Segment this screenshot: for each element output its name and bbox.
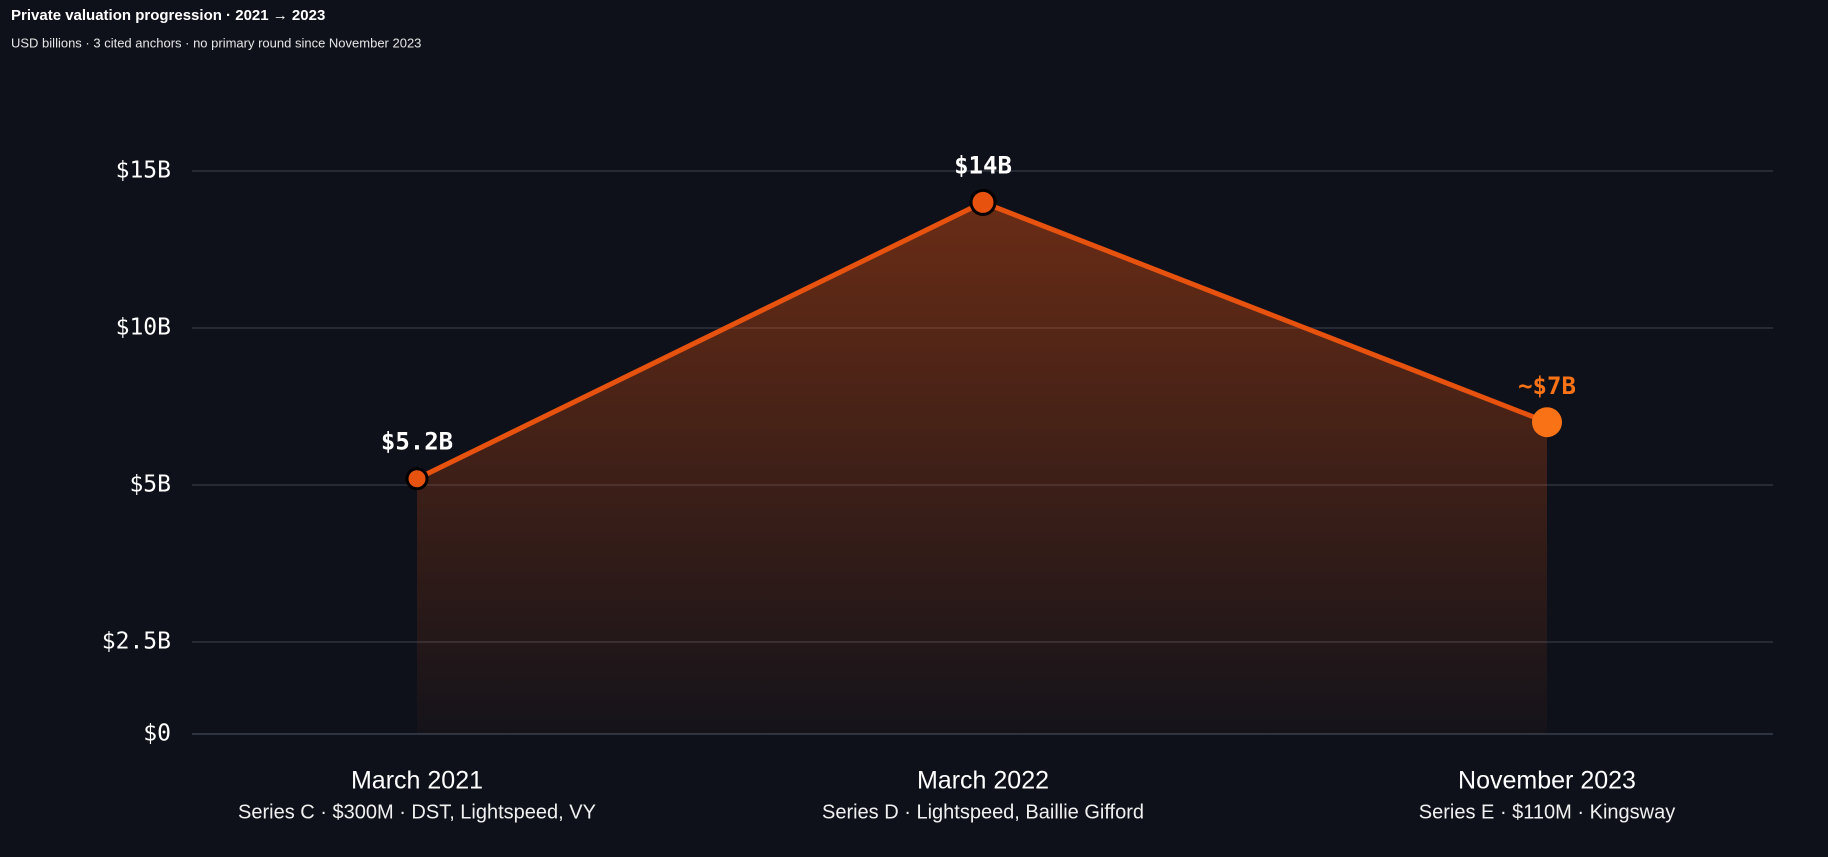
value-label: $5.2B [381, 428, 453, 456]
y-tick-label: $5B [129, 472, 171, 498]
x-tick-label: November 2023 [1458, 767, 1636, 795]
chart-subtitle: USD billions · 3 cited anchors · no prim… [11, 35, 421, 50]
x-tick-label: March 2022 [917, 767, 1049, 795]
area [417, 202, 1547, 734]
data-point [1532, 407, 1562, 438]
chart-title: Private valuation progression · 2021 → 2… [11, 7, 325, 24]
y-tick-label: $2.5B [102, 629, 171, 655]
value-label: ~$7B [1518, 372, 1576, 400]
y-tick-label: $0 [143, 721, 171, 747]
data-point [405, 467, 429, 491]
category-note: Series D · Lightspeed, Baillie Gifford [822, 801, 1144, 823]
data-point [969, 188, 997, 216]
category-note: Series E · $110M · Kingsway [1419, 801, 1675, 823]
y-tick-label: $10B [116, 315, 171, 341]
value-label: $14B [954, 151, 1012, 179]
category-note: Series C · $300M · DST, Lightspeed, VY [238, 801, 596, 823]
x-tick-label: March 2021 [351, 767, 483, 795]
y-tick-label: $15B [116, 158, 171, 184]
